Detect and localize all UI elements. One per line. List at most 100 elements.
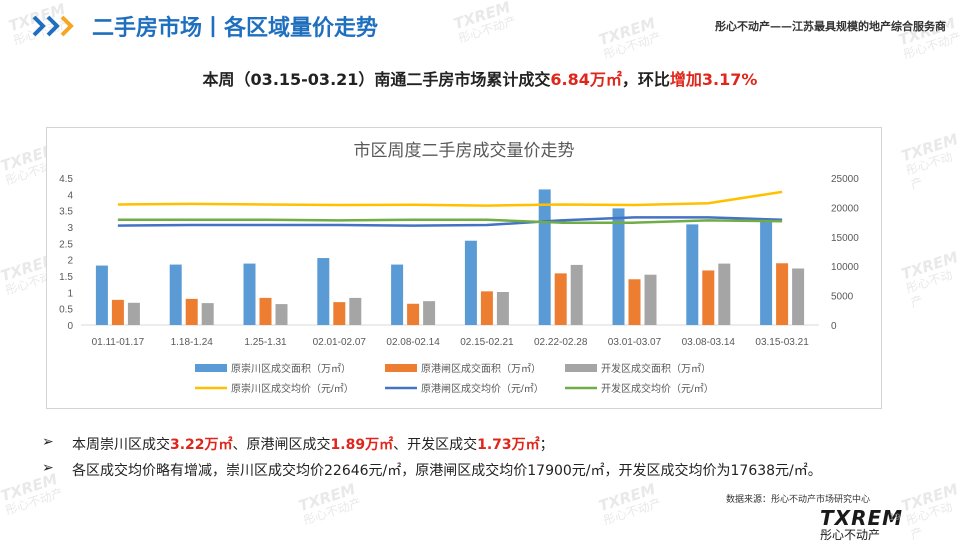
legend-label: 开发区成交面积（万㎡） [601, 362, 711, 375]
y-left-tick-label: 1.5 [59, 272, 73, 283]
company-logo: TXREM 彤心不动产 [820, 506, 904, 543]
bar-1 [686, 224, 699, 325]
bar-1 [169, 264, 182, 325]
arrow-bullet-icon: ➢ [42, 434, 54, 450]
bullet-text: 、原港闸区成交 [232, 437, 331, 453]
line-series-1 [117, 190, 783, 207]
y-left-tick-label: 4 [67, 190, 73, 201]
bar-2 [111, 299, 124, 325]
bar-1 [391, 264, 404, 325]
page-number: 19 [889, 513, 901, 523]
bullet-list: ➢ 本周崇川区成交3.22万㎡、原港闸区成交1.89万㎡、开发区成交1.73万㎡… [42, 434, 822, 486]
y-left-tick-label: 3 [67, 223, 73, 234]
bar-3 [792, 268, 805, 325]
x-tick-label: 02.15-02.21 [460, 337, 514, 348]
bar-3 [127, 302, 140, 325]
bar-2 [185, 298, 198, 325]
weekly-summary: 本周（03.15-03.21）南通二手房市场累计成交6.84万㎡，环比增加3.1… [0, 66, 960, 90]
bar-3 [349, 297, 362, 325]
bar-3 [201, 303, 214, 325]
bullet-item: ➢ 各区成交均价略有增减，崇川区成交均价22646元/㎡，原港闸区成交均价179… [42, 460, 822, 486]
bar-1 [538, 189, 551, 325]
bar-2 [480, 291, 493, 325]
bar-3 [570, 264, 583, 325]
summary-volume: 6.84万㎡ [550, 70, 622, 89]
bar-1 [95, 265, 108, 325]
logo-text: TXREM [820, 506, 904, 530]
y-right-tick-label: 15000 [831, 233, 859, 244]
x-tick-label: 01.11-01.17 [92, 337, 145, 348]
bar-2 [259, 297, 272, 325]
bullet-item: ➢ 本周崇川区成交3.22万㎡、原港闸区成交1.89万㎡、开发区成交1.73万㎡… [42, 434, 822, 460]
y-right-tick-label: 0 [831, 321, 837, 332]
bullet-text: 各区成交均价略有增减，崇川区成交均价22646元/㎡，原港闸区成交均价17900… [72, 463, 822, 479]
x-tick-label: 02.01-02.07 [313, 337, 367, 348]
logo-subtext: 彤心不动产 [820, 528, 881, 542]
bar-2 [702, 270, 715, 325]
bar-3 [718, 263, 731, 325]
arrow-bullet-icon: ➢ [42, 460, 54, 476]
x-tick-label: 03.15-03.21 [755, 337, 809, 348]
x-tick-label: 02.08-02.14 [386, 337, 440, 348]
bar-3 [423, 301, 436, 325]
bar-1 [243, 263, 256, 325]
bullet-value: 1.89万㎡ [330, 437, 394, 453]
y-left-tick-label: 2.5 [59, 239, 73, 250]
chart-container: 市区周度二手房成交量价走势 0 0.5 1 1.5 2 2.5 3 3.5 4 4.5 0 5000 1… [46, 127, 882, 409]
bar-2 [407, 303, 420, 325]
bar-1 [464, 240, 477, 325]
chevron-arrows-icon [32, 15, 74, 37]
bar-1 [612, 208, 625, 325]
x-tick-label: 1.25-1.31 [244, 337, 287, 348]
legend-label: 原港闸区成交均价（元/㎡） [421, 382, 544, 395]
bullet-value: 1.73万㎡ [477, 437, 540, 453]
bar-1 [760, 219, 773, 325]
y-right-tick-label: 25000 [831, 174, 859, 185]
legend-label: 原崇川区成交面积（万㎡） [231, 362, 351, 375]
bullet-text: 本周崇川区成交 [72, 437, 170, 453]
slide-header: 二手房市场丨各区域量价走势 彤心不动产——江苏最具规模的地产综合服务商 [0, 0, 960, 50]
legend-label: 原港闸区成交面积（万㎡） [421, 362, 541, 375]
page-title: 二手房市场丨各区域量价走势 [92, 16, 379, 41]
x-tick-label: 03.01-03.07 [608, 337, 662, 348]
x-tick-label: 02.22-02.28 [534, 337, 588, 348]
bar-3 [275, 304, 288, 325]
combo-chart: 0 0.5 1 1.5 2 2.5 3 3.5 4 4.5 0 5000 10000 15000 20000… [59, 174, 859, 395]
bar-3 [644, 274, 657, 325]
bar-2 [628, 279, 641, 325]
x-tick-label: 1.18-1.24 [171, 337, 214, 348]
bar-2 [333, 302, 346, 325]
y-left-tick-label: 3.5 [59, 207, 73, 218]
data-source: 数据来源：彤心不动产市场研究中心 [726, 495, 871, 505]
bullet-value: 3.22万㎡ [170, 437, 233, 453]
y-left-tick-label: 4.5 [59, 174, 73, 185]
summary-text: 本周（03.15-03.21）南通二手房市场累计成交 [202, 70, 551, 89]
summary-text: ，环比 [621, 70, 670, 89]
y-left-tick-label: 0.5 [59, 305, 73, 316]
y-right-tick-label: 10000 [831, 262, 859, 273]
summary-change: 增加3.17% [669, 70, 758, 89]
y-left-tick-label: 1 [67, 288, 73, 299]
y-left-tick-label: 2 [67, 256, 73, 267]
legend-label: 开发区成交均价（元/㎡） [601, 382, 714, 395]
bar-3 [496, 292, 509, 325]
y-right-tick-label: 5000 [831, 292, 854, 303]
bar-1 [317, 258, 330, 325]
y-right-tick-label: 20000 [831, 203, 859, 214]
x-tick-label: 03.08-03.14 [682, 337, 736, 348]
legend-swatch [385, 364, 417, 372]
legend-label: 原崇川区成交均价（元/㎡） [231, 382, 354, 395]
company-tagline: 彤心不动产——江苏最具规模的地产综合服务商 [715, 20, 946, 33]
legend-swatch [195, 364, 227, 372]
bullet-text: 、开发区成交 [393, 437, 478, 453]
bullet-text: ； [539, 437, 554, 453]
legend-swatch [565, 364, 597, 372]
bar-2 [554, 273, 567, 325]
line-series-3 [117, 218, 783, 224]
chart-title: 市区周度二手房成交量价走势 [353, 141, 575, 161]
